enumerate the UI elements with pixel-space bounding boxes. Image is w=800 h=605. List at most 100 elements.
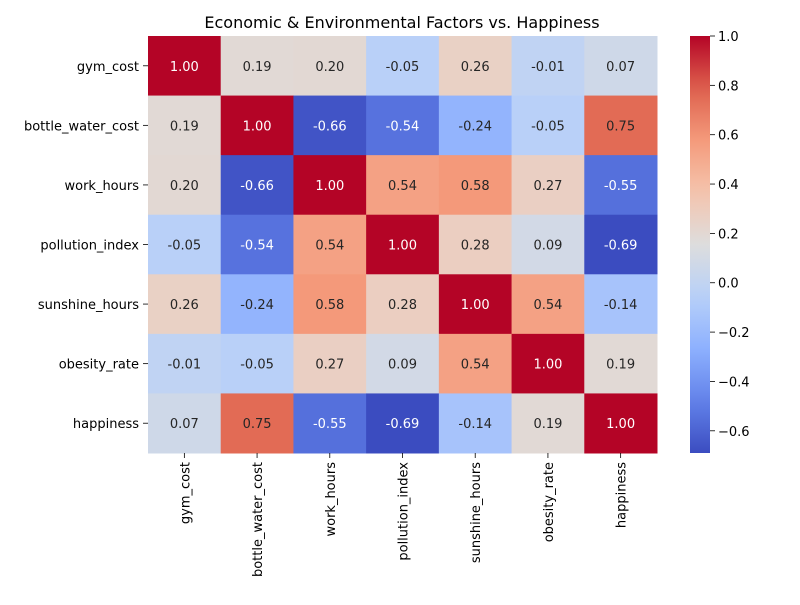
cell-value-label: 1.00 xyxy=(606,417,635,432)
cell-value-label: 1.00 xyxy=(533,358,562,373)
cell-value-label: -0.14 xyxy=(604,298,638,313)
heatmap-cell-obesity_rate-gym_cost xyxy=(148,333,222,394)
colorbar: −0.6 −0.4 −0.2 0.0 0.2 0.4 0.6 0.8 1.0 xyxy=(690,30,750,453)
heatmap-cell-sunshine_hours-sunshine_hours xyxy=(438,274,513,335)
cell-value-label: 0.20 xyxy=(315,60,344,75)
heatmap-cell-bottle_water_cost-obesity_rate xyxy=(511,95,585,156)
heatmap-cell-bottle_water_cost-gym_cost xyxy=(148,95,222,156)
heatmap-cell-sunshine_hours-pollution_index xyxy=(366,274,440,335)
cell-value-label: 1.00 xyxy=(243,119,272,134)
cell-value-label: 0.58 xyxy=(315,298,344,313)
heatmap-cells xyxy=(148,36,658,454)
heatmap-cell-bottle_water_cost-work_hours xyxy=(293,95,367,156)
cell-value-label: 0.26 xyxy=(461,60,490,75)
y-tick-label-work_hours: work_hours xyxy=(64,179,139,194)
colorbar-tick-label: 0.4 xyxy=(718,178,739,193)
heatmap-cell-pollution_index-gym_cost xyxy=(148,214,222,275)
heatmap-cell-bottle_water_cost-happiness xyxy=(584,95,658,156)
heatmap-cell-happiness-sunshine_hours xyxy=(438,393,513,454)
heatmap-cell-happiness-obesity_rate xyxy=(511,393,585,454)
cell-value-label: 0.54 xyxy=(315,239,344,254)
cell-value-label: -0.69 xyxy=(604,239,638,254)
cell-value-label: -0.05 xyxy=(386,60,420,75)
heatmap-cell-bottle_water_cost-sunshine_hours xyxy=(438,95,513,156)
heatmap-cell-bottle_water_cost-bottle_water_cost xyxy=(220,95,294,156)
y-axis-ticks: gym_cost bottle_water_cost work_hourspollu… xyxy=(24,60,148,432)
y-tick-label-happiness: happiness xyxy=(73,417,139,432)
cell-value-label: 0.75 xyxy=(606,119,635,134)
cell-value-label: -0.14 xyxy=(458,417,492,432)
chart-title: Economic & Environmental Factors vs. Hap… xyxy=(204,13,599,32)
cell-value-label: 0.19 xyxy=(533,417,562,432)
heatmap-cell-gym_cost-obesity_rate xyxy=(511,36,585,97)
y-tick-label-bottle_water_cost: bottle_water_cost xyxy=(24,119,139,134)
x-tick-label-happiness: happiness xyxy=(615,462,630,528)
cell-value-label: -0.01 xyxy=(531,60,565,75)
x-tick-label-gym_cost: gym_cost xyxy=(178,462,193,524)
cell-value-label: 0.27 xyxy=(533,179,562,194)
heatmap-cell-gym_cost-bottle_water_cost xyxy=(220,36,294,97)
colorbar-tick-label: 1.0 xyxy=(718,30,739,45)
cell-value-label: 0.75 xyxy=(243,417,272,432)
colorbar-tick-label: 0.0 xyxy=(718,277,739,292)
cell-value-label: 1.00 xyxy=(170,60,199,75)
heatmap-cell-gym_cost-pollution_index xyxy=(366,36,440,97)
cell-value-label: 0.28 xyxy=(461,239,490,254)
colorbar-tick-label: 0.8 xyxy=(718,79,739,94)
x-tick-label-obesity_rate: obesity_rate xyxy=(542,462,557,542)
cell-annotations: 1.00 0.19 0.20 -0.05 0.26 -0.01 0.07 0.19 1.00 -0… xyxy=(168,60,638,432)
cell-value-label: -0.05 xyxy=(168,239,202,254)
heatmap-cell-work_hours-happiness xyxy=(584,155,658,216)
cell-value-label: -0.55 xyxy=(313,417,347,432)
cell-value-label: 1.00 xyxy=(461,298,490,313)
heatmap-cell-work_hours-bottle_water_cost xyxy=(220,155,294,216)
cell-value-label: 0.54 xyxy=(461,358,490,373)
heatmap-cell-pollution_index-obesity_rate xyxy=(511,214,585,275)
cell-value-label: -0.69 xyxy=(386,417,420,432)
cell-value-label: -0.66 xyxy=(240,179,274,194)
heatmap-cell-gym_cost-gym_cost xyxy=(148,36,222,97)
y-tick-label-obesity_rate: obesity_rate xyxy=(59,358,139,373)
cell-value-label: 1.00 xyxy=(388,239,417,254)
colorbar-tick-label: −0.2 xyxy=(718,326,750,341)
cell-value-label: 0.28 xyxy=(388,298,417,313)
colorbar-tick-label: −0.4 xyxy=(718,375,750,390)
heatmap-cell-happiness-pollution_index xyxy=(366,393,440,454)
heatmap-cell-work_hours-pollution_index xyxy=(366,155,440,216)
heatmap-cell-gym_cost-happiness xyxy=(584,36,658,97)
heatmap-cell-gym_cost-work_hours xyxy=(293,36,367,97)
cell-value-label: 0.07 xyxy=(170,417,199,432)
x-tick-label-sunshine_hours: sunshine_hours xyxy=(469,462,484,563)
cell-value-label: 0.26 xyxy=(170,298,199,313)
y-tick-label-pollution_index: pollution_index xyxy=(40,239,139,254)
x-tick-label-pollution_index: pollution_index xyxy=(397,462,412,561)
cell-value-label: 0.20 xyxy=(170,179,199,194)
heatmap-cell-obesity_rate-happiness xyxy=(584,333,658,394)
heatmap-cell-work_hours-sunshine_hours xyxy=(438,155,513,216)
heatmap-cell-happiness-work_hours xyxy=(293,393,367,454)
cell-value-label: -0.54 xyxy=(240,239,274,254)
cell-value-label: 0.09 xyxy=(533,239,562,254)
cell-value-label: -0.05 xyxy=(531,119,565,134)
heatmap-cell-work_hours-work_hours xyxy=(293,155,367,216)
heatmap-cell-sunshine_hours-bottle_water_cost xyxy=(220,274,294,335)
colorbar-tick-label: 0.2 xyxy=(718,227,739,242)
cell-value-label: 0.07 xyxy=(606,60,635,75)
x-tick-label-work_hours: work_hours xyxy=(324,462,339,537)
heatmap-cell-happiness-gym_cost xyxy=(148,393,222,454)
colorbar-ticks: −0.6 −0.4 −0.2 0.0 0.2 0.4 0.6 0.8 1.0 xyxy=(710,30,750,440)
colorbar-gradient xyxy=(690,36,710,453)
heatmap-cell-sunshine_hours-gym_cost xyxy=(148,274,222,335)
heatmap-cell-obesity_rate-obesity_rate xyxy=(511,333,585,394)
y-tick-label-gym_cost: gym_cost xyxy=(77,60,139,75)
cell-value-label: 0.54 xyxy=(388,179,417,194)
heatmap-cell-sunshine_hours-obesity_rate xyxy=(511,274,585,335)
heatmap-cell-pollution_index-work_hours xyxy=(293,214,367,275)
heatmap-cell-happiness-happiness xyxy=(584,393,658,454)
cell-value-label: 0.27 xyxy=(315,358,344,373)
heatmap-cell-sunshine_hours-work_hours xyxy=(293,274,367,335)
x-tick-label-bottle_water_cost: bottle_water_cost xyxy=(251,462,266,577)
heatmap-cell-work_hours-gym_cost xyxy=(148,155,222,216)
